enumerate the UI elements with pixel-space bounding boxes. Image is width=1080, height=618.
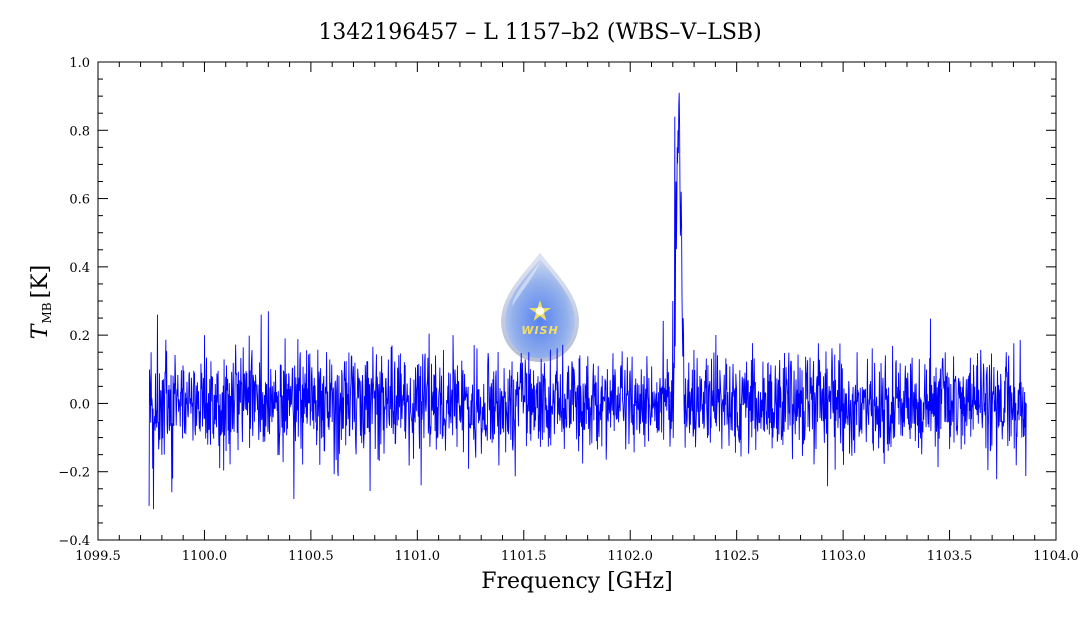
y-tick-label: 1.0 <box>69 56 90 71</box>
y-axis-label: TMB [K] <box>28 265 54 339</box>
y-tick-label: 0.4 <box>69 261 90 276</box>
x-tick-label: 1099.5 <box>75 549 121 564</box>
x-tick-label: 1103.5 <box>927 549 973 564</box>
spectrum-line <box>148 92 1027 510</box>
x-tick-label: 1104.0 <box>1033 549 1079 564</box>
x-tick-label: 1101.5 <box>501 549 547 564</box>
x-tick-label: 1103.0 <box>820 549 866 564</box>
logo-text: WISH <box>521 324 558 337</box>
plot-frame <box>97 61 1057 541</box>
svg-text:TMB[K]: TMB [K] <box>28 265 54 339</box>
axes: 1099.5 1100.0 1100.5 1101.0 1101.5 1102.0 1102… <box>58 56 1078 564</box>
y-tick-label: 0.6 <box>69 193 90 208</box>
y-tick-label: 0.0 <box>69 397 90 412</box>
x-tick-label: 1100.0 <box>182 549 228 564</box>
x-tick-label: 1102.0 <box>607 549 653 564</box>
y-tick-label: −0.4 <box>58 534 90 549</box>
y-tick-label: 0.2 <box>69 329 90 344</box>
x-tick-label: 1102.5 <box>714 549 760 564</box>
wish-logo: WISH <box>500 252 580 363</box>
star-icon <box>529 300 551 321</box>
y-tick-label: −0.2 <box>58 466 90 481</box>
x-axis-label: Frequency [GHz] <box>481 569 673 594</box>
x-tick-label: 1101.0 <box>395 549 441 564</box>
plot-area <box>148 92 1027 510</box>
x-tick-label: 1100.5 <box>288 549 334 564</box>
y-axis-label-main: T <box>28 322 53 339</box>
y-axis-label-sub: MB <box>40 302 54 323</box>
y-tick-label: 0.8 <box>69 124 90 139</box>
chart-title: 1342196457 – L 1157–b2 (WBS–V–LSB) <box>318 20 761 45</box>
y-axis-label-unit: [K] <box>28 265 53 299</box>
